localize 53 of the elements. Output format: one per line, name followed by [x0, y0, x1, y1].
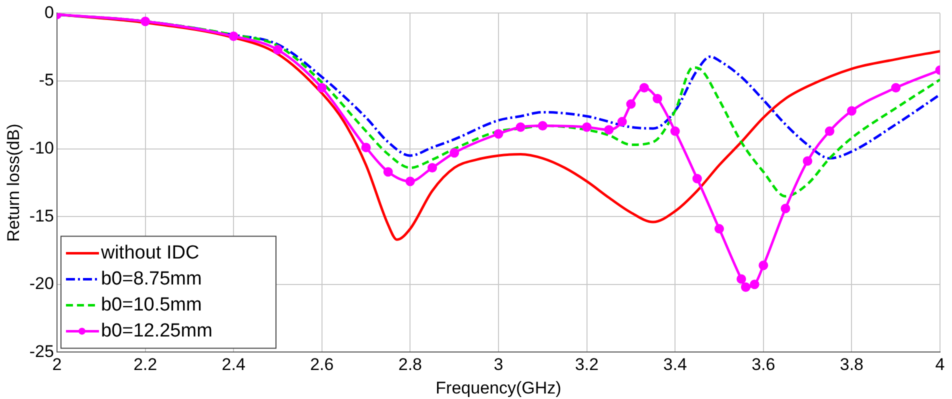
legend-label: b0=8.75mm — [100, 268, 202, 290]
point — [758, 260, 768, 270]
point — [639, 83, 649, 93]
x-tick-label: 2.8 — [398, 355, 422, 374]
point — [714, 224, 724, 234]
point — [228, 32, 238, 41]
point — [405, 176, 415, 186]
point — [582, 122, 592, 132]
point — [494, 129, 504, 139]
point — [317, 83, 327, 93]
point — [670, 126, 680, 136]
y-axis-title: Return loss(dB) — [4, 124, 23, 242]
point — [428, 163, 438, 173]
y-tick-label: -5 — [38, 70, 54, 90]
x-tick-label: 4 — [935, 355, 945, 374]
point — [604, 125, 614, 135]
point — [272, 45, 282, 55]
point — [780, 204, 790, 214]
y-tick-label: -20 — [29, 274, 54, 294]
x-tick-label: 3.2 — [574, 355, 599, 374]
point — [750, 280, 760, 290]
legend-label: without IDC — [100, 242, 200, 264]
x-tick-label: 2.4 — [222, 355, 246, 374]
y-tick-label: -10 — [29, 138, 54, 158]
legend-label: b0=10.5mm — [100, 294, 202, 316]
point — [516, 122, 526, 132]
y-tick-label: -25 — [29, 342, 54, 361]
point — [824, 126, 834, 136]
point — [692, 174, 702, 184]
y-tick-label: 0 — [44, 2, 54, 22]
point — [846, 106, 856, 116]
point — [450, 148, 460, 158]
point — [361, 142, 371, 152]
point — [383, 167, 393, 177]
point — [891, 83, 901, 93]
point — [626, 99, 636, 109]
point — [538, 121, 548, 130]
point — [736, 274, 746, 284]
y-tick-label: -15 — [29, 206, 54, 226]
point — [652, 94, 662, 104]
x-tick-label: 3.4 — [663, 355, 687, 374]
x-tick-label: 2.6 — [310, 355, 334, 374]
x-tick-label: 3.8 — [840, 355, 864, 374]
x-tick-label: 2 — [52, 355, 62, 374]
legend-label: b0=12.25mm — [100, 320, 212, 342]
point — [140, 16, 150, 26]
x-tick-label: 2.2 — [133, 355, 158, 374]
point — [802, 156, 812, 166]
x-tick-label: 3.6 — [752, 355, 776, 374]
x-tick-label: 3 — [494, 355, 504, 374]
x-axis-title: Frequency(GHz) — [436, 378, 562, 398]
point — [617, 116, 627, 126]
point — [740, 282, 750, 292]
